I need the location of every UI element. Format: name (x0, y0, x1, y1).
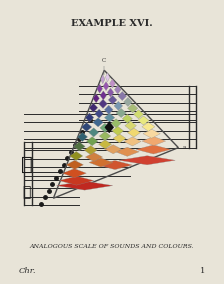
Polygon shape (85, 153, 103, 162)
Text: EXAMPLE XVI.: EXAMPLE XVI. (71, 19, 153, 28)
Polygon shape (122, 114, 132, 123)
Polygon shape (142, 122, 155, 131)
Polygon shape (136, 145, 171, 154)
Polygon shape (89, 128, 99, 137)
Polygon shape (101, 75, 105, 84)
Polygon shape (115, 147, 139, 156)
Polygon shape (100, 91, 107, 100)
Polygon shape (127, 104, 138, 113)
Polygon shape (78, 132, 88, 141)
Polygon shape (108, 95, 117, 105)
Polygon shape (113, 134, 126, 143)
Text: 𝄢: 𝄢 (23, 186, 31, 200)
Polygon shape (138, 116, 149, 125)
Text: C: C (102, 58, 106, 63)
Polygon shape (114, 101, 123, 110)
Polygon shape (85, 113, 94, 122)
Polygon shape (119, 156, 175, 165)
Polygon shape (134, 110, 144, 119)
Polygon shape (114, 85, 121, 94)
Polygon shape (99, 99, 107, 108)
Polygon shape (89, 103, 98, 112)
Text: ANALOGOUS SCALE OF SOUNDS AND COLOURS.: ANALOGOUS SCALE OF SOUNDS AND COLOURS. (30, 244, 194, 248)
Polygon shape (143, 129, 160, 138)
Polygon shape (124, 137, 141, 146)
Polygon shape (84, 146, 97, 155)
Polygon shape (103, 82, 109, 91)
Polygon shape (86, 137, 98, 146)
Polygon shape (118, 91, 127, 101)
Polygon shape (100, 123, 110, 132)
Polygon shape (112, 126, 124, 135)
Polygon shape (99, 140, 112, 149)
Polygon shape (97, 84, 103, 93)
Polygon shape (105, 145, 122, 154)
Polygon shape (116, 108, 126, 118)
Polygon shape (142, 137, 166, 146)
Polygon shape (99, 131, 111, 141)
Polygon shape (62, 169, 86, 178)
Polygon shape (74, 142, 85, 151)
Polygon shape (104, 113, 115, 122)
Polygon shape (93, 94, 99, 103)
Polygon shape (127, 128, 140, 137)
Polygon shape (59, 176, 94, 185)
Polygon shape (89, 158, 113, 167)
Polygon shape (93, 118, 103, 127)
Polygon shape (98, 160, 132, 170)
Polygon shape (105, 122, 114, 133)
Text: Chr.: Chr. (19, 267, 37, 275)
Polygon shape (111, 119, 121, 128)
Polygon shape (104, 105, 113, 114)
Polygon shape (124, 97, 132, 106)
Polygon shape (70, 151, 83, 160)
Polygon shape (105, 73, 110, 82)
Text: 𝄞: 𝄞 (21, 155, 33, 174)
Polygon shape (110, 79, 115, 88)
Polygon shape (95, 109, 103, 118)
Text: 1: 1 (200, 267, 205, 275)
Polygon shape (66, 160, 83, 169)
Polygon shape (81, 122, 92, 131)
Polygon shape (125, 121, 136, 130)
Text: a: a (183, 145, 186, 150)
Polygon shape (107, 88, 114, 97)
Polygon shape (56, 181, 113, 190)
